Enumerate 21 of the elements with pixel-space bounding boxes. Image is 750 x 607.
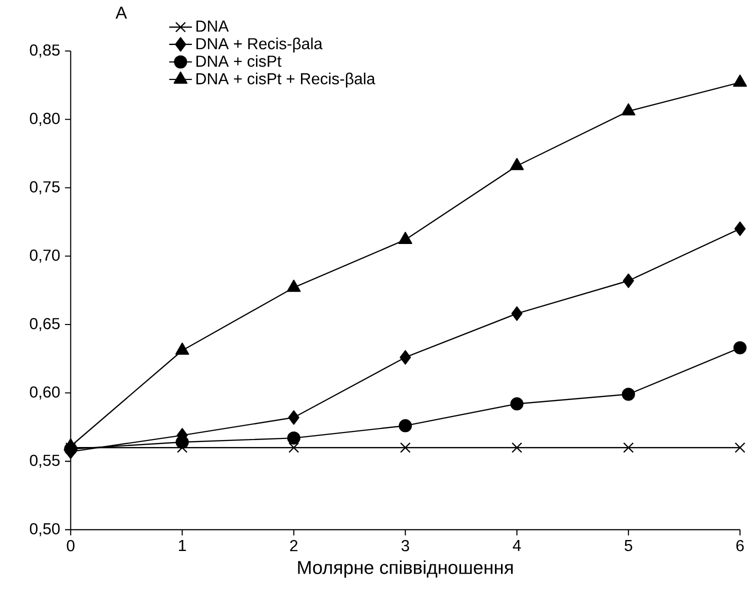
y-tick-label: 0,65: [30, 318, 60, 332]
x-tick-label: 6: [736, 540, 744, 552]
legend-label: DNA + Recis-βala: [196, 38, 323, 52]
y-tick-label: 0,50: [30, 523, 60, 536]
y-tick-label: 0,80: [30, 112, 60, 126]
legend-label: DNA + cisPt + Recis-βala: [196, 72, 376, 88]
y-tick-label: 0,70: [30, 250, 60, 263]
y-tick-label: 0,85: [30, 44, 60, 58]
y-tick-label: 0,55: [30, 454, 60, 468]
text: A: [116, 6, 127, 19]
x-tick-label: 1: [179, 540, 186, 551]
x-tick-label: 0: [66, 540, 74, 552]
x-tick-label: 2: [290, 540, 298, 552]
legend-label: DNA: [196, 20, 229, 32]
y-tick-label: 0,60: [30, 386, 60, 400]
legend-label: DNA + cisPt: [196, 55, 282, 67]
x-axis-title: Молярне співвідношення: [298, 560, 513, 578]
x-tick-label: 4: [512, 540, 521, 551]
y-tick-label: 0,75: [30, 181, 60, 194]
x-tick-label: 5: [624, 540, 632, 552]
x-tick-label: 3: [402, 540, 410, 552]
